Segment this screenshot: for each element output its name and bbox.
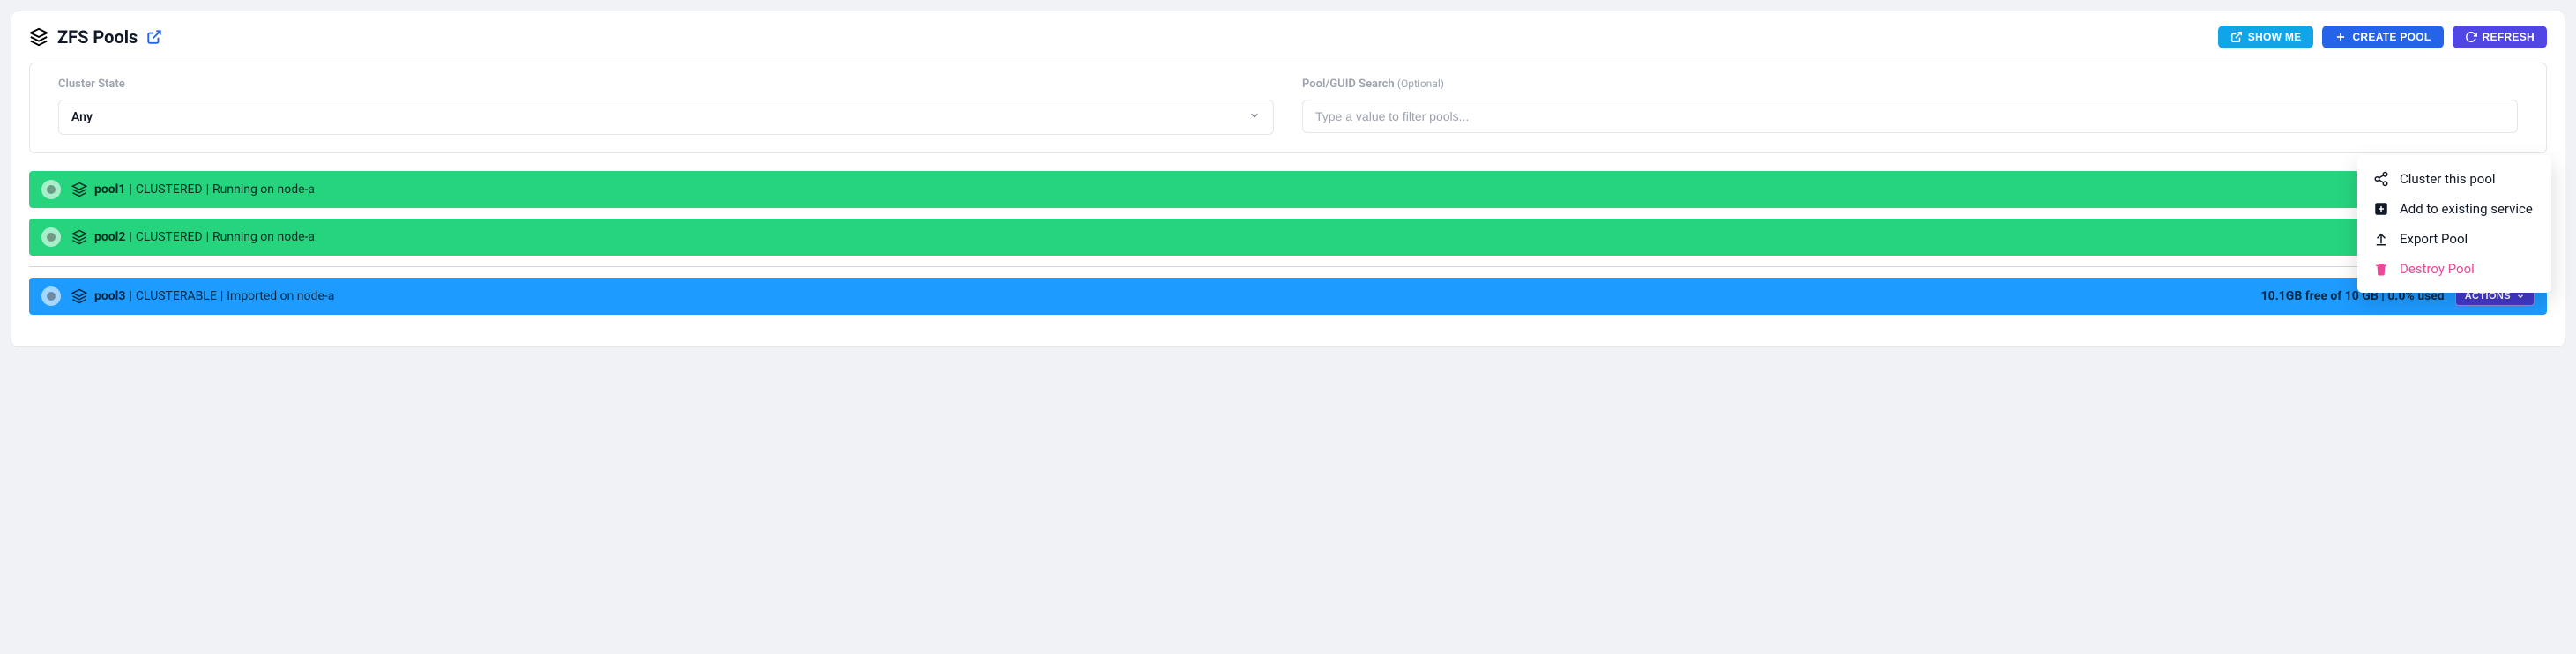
pool-location: Running on node-a — [212, 230, 315, 244]
menu-export-pool[interactable]: Export Pool — [2357, 224, 2551, 254]
search-label-text: Pool/GUID Search — [1302, 78, 1395, 91]
external-link-icon[interactable] — [146, 29, 162, 45]
show-me-button[interactable]: SHOW ME — [2218, 26, 2314, 48]
expand-toggle[interactable] — [41, 180, 61, 199]
layers-icon — [29, 27, 48, 47]
refresh-label: REFRESH — [2483, 31, 2535, 43]
menu-destroy-pool[interactable]: Destroy Pool — [2357, 254, 2551, 284]
menu-item-label: Destroy Pool — [2400, 261, 2475, 277]
filter-panel: Cluster State Any Pool/GUID Search (Opti… — [29, 63, 2547, 153]
cluster-state-label: Cluster State — [58, 78, 1274, 91]
pool-row: pool3 | CLUSTERABLE | Imported on node-a… — [29, 278, 2547, 315]
plus-box-icon — [2373, 201, 2389, 217]
header-row: ZFS Pools SHOW ME CREATE POOL REFRESH — [29, 26, 2547, 48]
pool-state: CLUSTERED — [136, 230, 203, 244]
divider — [29, 266, 2547, 267]
create-pool-label: CREATE POOL — [2352, 31, 2431, 43]
pool-row: pool1 | CLUSTERED | Running on node-a 10… — [29, 171, 2547, 208]
menu-add-service[interactable]: Add to existing service — [2357, 194, 2551, 224]
menu-cluster-pool[interactable]: Cluster this pool — [2357, 164, 2551, 194]
pool-name: pool3 — [94, 289, 125, 303]
layers-icon — [71, 288, 91, 304]
pool-location: Imported on node-a — [227, 289, 334, 303]
title-group: ZFS Pools — [29, 26, 162, 48]
cluster-state-filter: Cluster State Any — [58, 78, 1274, 135]
menu-item-label: Cluster this pool — [2400, 171, 2496, 187]
expand-toggle[interactable] — [41, 286, 61, 306]
pool-location: Running on node-a — [212, 182, 315, 197]
search-label: Pool/GUID Search (Optional) — [1302, 78, 2518, 91]
search-input[interactable] — [1302, 100, 2518, 133]
page-title: ZFS Pools — [57, 26, 138, 48]
refresh-button[interactable]: REFRESH — [2453, 26, 2547, 48]
show-me-label: SHOW ME — [2248, 31, 2302, 43]
create-pool-button[interactable]: CREATE POOL — [2322, 26, 2443, 48]
pool-state: CLUSTERED — [136, 182, 203, 197]
pool-state: CLUSTERABLE — [136, 289, 217, 303]
header-buttons: SHOW ME CREATE POOL REFRESH — [2218, 26, 2547, 48]
pool-info: pool1 | CLUSTERED | Running on node-a — [71, 182, 2401, 197]
layers-icon — [71, 229, 91, 245]
pool-info: pool2 | CLUSTERED | Running on node-a — [71, 229, 2401, 245]
menu-item-label: Export Pool — [2400, 231, 2468, 247]
zfs-pools-card: ZFS Pools SHOW ME CREATE POOL REFRESH — [11, 11, 2565, 347]
search-optional: (Optional) — [1397, 78, 1444, 90]
expand-toggle[interactable] — [41, 227, 61, 247]
actions-dropdown: Cluster this pool Add to existing servic… — [2357, 155, 2551, 293]
export-icon — [2373, 231, 2389, 247]
cluster-state-select[interactable]: Any — [58, 100, 1274, 135]
cluster-state-value: Any — [71, 110, 93, 124]
chevron-down-icon — [1248, 109, 1261, 125]
pool-row: pool2 | CLUSTERED | Running on node-a 10… — [29, 219, 2547, 256]
layers-icon — [71, 182, 91, 197]
pool-name: pool2 — [94, 230, 125, 244]
pool-name: pool1 — [94, 182, 125, 197]
pool-info: pool3 | CLUSTERABLE | Imported on node-a — [71, 288, 2261, 304]
search-filter: Pool/GUID Search (Optional) — [1302, 78, 2518, 135]
trash-icon — [2373, 261, 2389, 277]
share-icon — [2373, 171, 2389, 187]
menu-item-label: Add to existing service — [2400, 201, 2533, 217]
